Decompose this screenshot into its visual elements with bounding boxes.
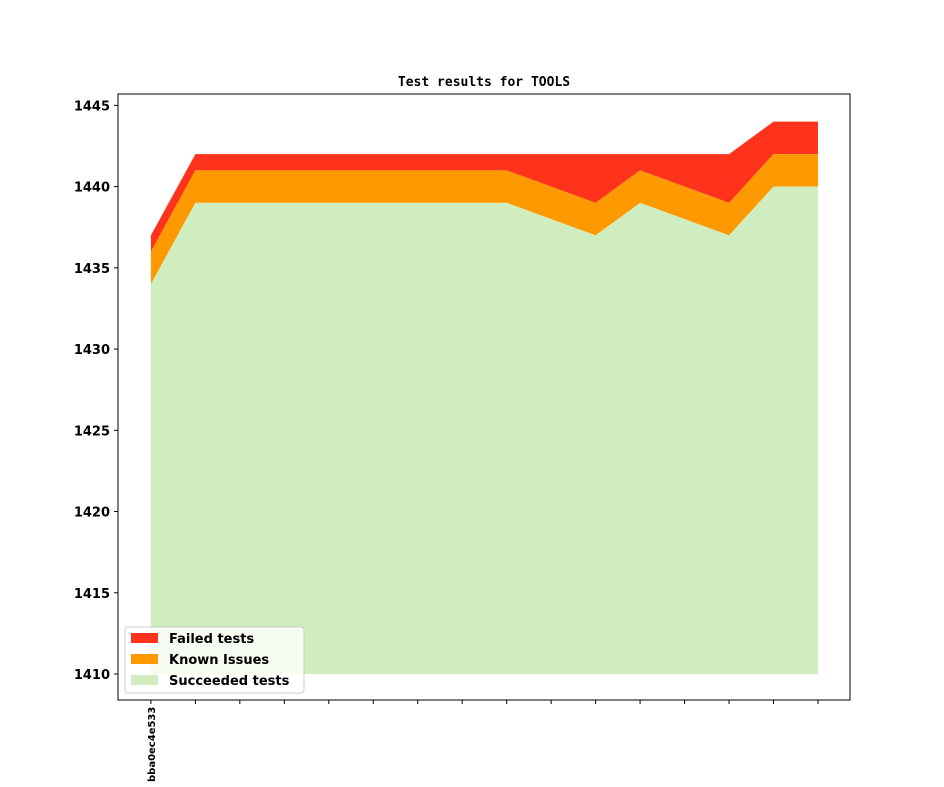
legend-swatch xyxy=(131,675,158,685)
y-tick-label: 1410 xyxy=(74,668,110,683)
legend-label: Succeeded tests xyxy=(169,674,290,689)
chart-title: Test results for TOOLS xyxy=(398,75,570,90)
legend-label: Known Issues xyxy=(169,653,269,668)
axes-frame xyxy=(117,93,851,701)
y-tick-label: 1420 xyxy=(74,506,110,521)
area-failed-tests xyxy=(150,121,818,252)
area-succeeded-tests xyxy=(150,186,818,675)
x-tick-label: bba0ec4e533 xyxy=(147,707,158,782)
y-tick-label: 1415 xyxy=(74,587,110,602)
legend: Failed tests Known Issues Succeeded tests xyxy=(124,626,305,694)
y-tick-label: 1440 xyxy=(74,181,110,196)
area-known-issues xyxy=(150,154,818,285)
legend-swatch xyxy=(131,633,158,643)
legend-label: Failed tests xyxy=(169,632,254,647)
y-tick-label: 1435 xyxy=(74,262,110,277)
legend-swatch xyxy=(131,654,158,664)
legend-box xyxy=(124,626,305,694)
y-tick-label: 1445 xyxy=(74,99,110,114)
y-tick-label: 1430 xyxy=(74,343,110,358)
y-tick-label: 1425 xyxy=(74,424,110,439)
